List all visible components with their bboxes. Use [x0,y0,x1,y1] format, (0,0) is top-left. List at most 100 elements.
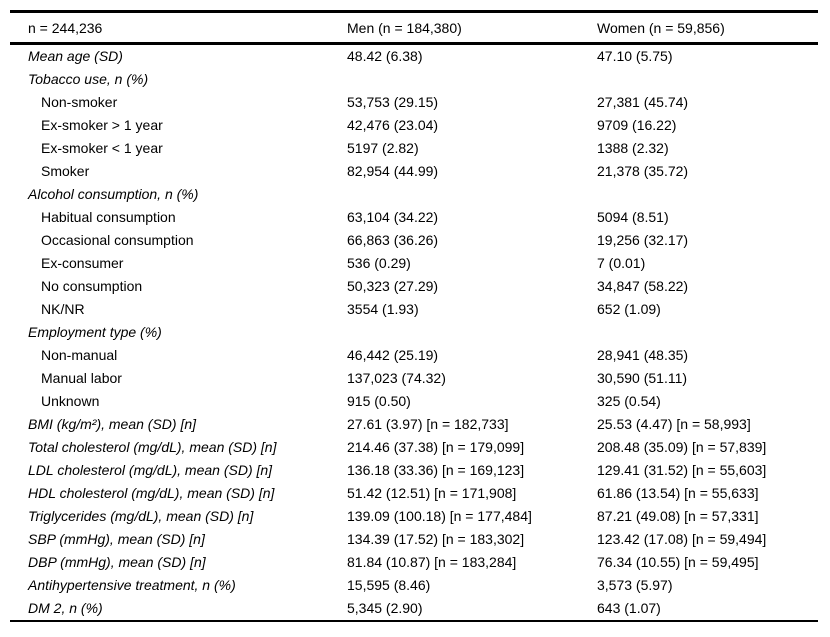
row-label: Non-smoker [41,94,118,110]
row-label: SBP (mmHg), mean (SD) [n] [28,531,205,547]
row-label: Employment type (%) [28,324,162,340]
women-value: 28,941 (48.35) [597,347,689,363]
men-value: 66,863 (36.26) [347,232,439,248]
women-value: 643 (1.07) [597,597,818,622]
men-value: 63,104 (34.22) [347,209,439,225]
men-value: 5197 (2.82) [347,140,419,156]
women-value: 325 (0.54) [597,393,661,409]
stats-table: n = 244,236 Men (n = 184,380) Women (n =… [10,10,818,622]
table-row: Non-manual 46,442 (25.19) 28,941 (48.35) [10,344,818,367]
women-value: 47.10 (5.75) [597,48,673,64]
row-label: Non-manual [41,347,118,363]
header-men: Men (n = 184,380) [347,10,597,45]
table-row: Antihypertensive treatment, n (%) 15,595 … [10,574,818,597]
row-label: Habitual consumption [41,209,176,225]
women-value [597,321,818,344]
women-value [597,68,818,91]
row-label: NK/NR [41,301,85,317]
women-value: 76.34 (10.55) [n = 59,495] [597,554,759,570]
women-value: 30,590 (51.11) [597,370,688,386]
table-row: Unknown 915 (0.50) 325 (0.54) [10,390,818,413]
women-value: 123.42 (17.08) [n = 59,494] [597,531,767,547]
men-value: 53,753 (29.15) [347,94,439,110]
table-header: n = 244,236 Men (n = 184,380) Women (n =… [10,10,818,45]
men-value: 51.42 (12.51) [n = 171,908] [347,485,517,501]
row-label: LDL cholesterol (mg/dL), mean (SD) [n] [28,462,273,478]
table-row: NK/NR 3554 (1.93) 652 (1.09) [10,298,818,321]
table-row: Occasional consumption 66,863 (36.26) 19,2… [10,229,818,252]
table-row: DM 2, n (%) 5,345 (2.90) 643 (1.07) [10,597,818,622]
men-value: 46,442 (25.19) [347,347,439,363]
women-value: 21,378 (35.72) [597,163,689,179]
header-women: Women (n = 59,856) [597,10,818,45]
header-row: n = 244,236 Men (n = 184,380) Women (n =… [10,10,818,45]
women-value: 3,573 (5.97) [597,577,673,593]
women-value: 34,847 (58.22) [597,278,689,294]
header-total-n: n = 244,236 [10,10,347,45]
table-row: Ex-smoker < 1 year 5197 (2.82) 1388 (2.32) [10,137,818,160]
table-row: Ex-smoker > 1 year 42,476 (23.04) 9709 (16… [10,114,818,137]
men-value: 915 (0.50) [347,393,411,409]
women-value: 652 (1.09) [597,301,661,317]
row-label: Mean age (SD) [28,48,123,64]
table-row: Triglycerides (mg/dL), mean (SD) [n] 139.… [10,505,818,528]
table-row: Tobacco use, n (%) [10,68,818,91]
row-label: BMI (kg/m²), mean (SD) [n] [28,416,197,432]
table-row: Total cholesterol (mg/dL), mean (SD) [n]… [10,436,818,459]
women-value [597,183,818,206]
table-row: Habitual consumption 63,104 (34.22) 5094 (… [10,206,818,229]
row-label: HDL cholesterol (mg/dL), mean (SD) [n] [28,485,275,501]
men-value: 137,023 (74.32) [347,370,446,386]
women-value: 7 (0.01) [597,255,646,271]
women-value: 208.48 (35.09) [n = 57,839] [597,439,767,455]
table-row: Smoker 82,954 (44.99) 21,378 (35.72) [10,160,818,183]
row-label: Ex-smoker > 1 year [41,117,163,133]
women-value: 61.86 (13.54) [n = 55,633] [597,485,759,501]
women-value: 1388 (2.32) [597,140,669,156]
men-value: 82,954 (44.99) [347,163,439,179]
row-label: Ex-consumer [41,255,124,271]
row-label: Ex-smoker < 1 year [41,140,163,156]
men-value: 3554 (1.93) [347,301,419,317]
women-value: 27,381 (45.74) [597,94,689,110]
table-row: Employment type (%) [10,321,818,344]
row-label: No consumption [41,278,143,294]
men-value [347,68,597,91]
women-value: 87.21 (49.08) [n = 57,331] [597,508,759,524]
men-value: 15,595 (8.46) [347,577,431,593]
men-value: 50,323 (27.29) [347,278,439,294]
table-row: Mean age (SD) 48.42 (6.38) 47.10 (5.75) [10,44,818,69]
men-value: 136.18 (33.36) [n = 169,123] [347,462,525,478]
table-row: Ex-consumer 536 (0.29) 7 (0.01) [10,252,818,275]
men-value: 134.39 (17.52) [n = 183,302] [347,531,525,547]
table-row: Alcohol consumption, n (%) [10,183,818,206]
baseline-characteristics-table: n = 244,236 Men (n = 184,380) Women (n =… [10,10,818,622]
row-label: Tobacco use, n (%) [28,71,149,87]
men-value [347,321,597,344]
table-row: No consumption 50,323 (27.29) 34,847 (58.2… [10,275,818,298]
row-label: DM 2, n (%) [10,597,347,622]
row-label: Smoker [41,163,90,179]
table-row: HDL cholesterol (mg/dL), mean (SD) [n] 51… [10,482,818,505]
men-value: 5,345 (2.90) [347,597,597,622]
men-value: 214.46 (37.38) [n = 179,099] [347,439,525,455]
women-value: 5094 (8.51) [597,209,669,225]
women-value: 25.53 (4.47) [n = 58,993] [597,416,751,432]
men-value: 139.09 (100.18) [n = 177,484] [347,508,532,524]
men-value: 48.42 (6.38) [347,48,423,64]
women-value: 9709 (16.22) [597,117,677,133]
men-value: 42,476 (23.04) [347,117,439,133]
men-value [347,183,597,206]
women-value: 129.41 (31.52) [n = 55,603] [597,462,767,478]
row-label: Unknown [41,393,100,409]
table-body: Mean age (SD) 48.42 (6.38) 47.10 (5.75) Tob… [10,44,818,622]
row-label: Triglycerides (mg/dL), mean (SD) [n] [28,508,254,524]
table-row: BMI (kg/m²), mean (SD) [n] 27.61 (3.97) [… [10,413,818,436]
women-value: 19,256 (32.17) [597,232,689,248]
row-label: Manual labor [41,370,122,386]
men-value: 27.61 (3.97) [n = 182,733] [347,416,509,432]
table-row: Manual labor 137,023 (74.32) 30,590 (51.11… [10,367,818,390]
row-label: Occasional consumption [41,232,194,248]
table-row: DBP (mmHg), mean (SD) [n] 81.84 (10.87) [… [10,551,818,574]
row-label: Antihypertensive treatment, n (%) [28,577,236,593]
